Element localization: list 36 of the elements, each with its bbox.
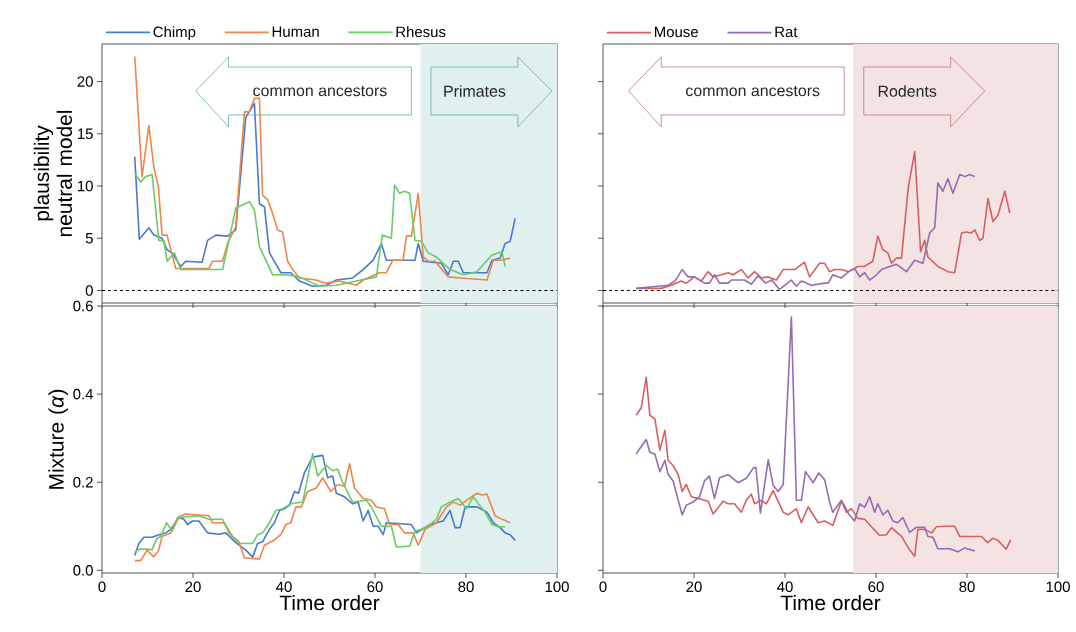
y-tick-label: 10 <box>78 180 93 192</box>
annotation: common ancestors <box>253 85 387 97</box>
x-tick-label: 100 <box>1046 581 1070 593</box>
x-tick-label: 80 <box>458 581 474 593</box>
line-series <box>133 172 506 288</box>
x-tick-label: 60 <box>868 581 884 593</box>
legend-label: Rat <box>775 26 798 38</box>
x-tick-label: 40 <box>276 581 292 593</box>
y-tick-label: 20 <box>77 76 93 87</box>
x-tick-label: 20 <box>686 581 702 593</box>
legend-label: Chimp <box>153 26 196 41</box>
x-tick-label: 20 <box>185 581 201 593</box>
y-axis-title: Mixture (α) <box>48 389 68 489</box>
y-tick-label: 0.6 <box>73 300 93 312</box>
y-tick-label: 0.0 <box>73 565 93 576</box>
x-tick-label: 0 <box>98 581 106 593</box>
y-tick-label: 5 <box>85 233 93 244</box>
x-tick-label: 100 <box>545 581 569 593</box>
y-tick-label: 15 <box>78 128 93 140</box>
line-series <box>133 102 516 288</box>
y-axis-title: plausibility neutral model <box>33 110 73 237</box>
y-tick-label: 0.2 <box>73 476 93 488</box>
x-tick-label: 60 <box>367 581 383 593</box>
x-axis-title: Time order <box>780 594 881 611</box>
legend-label: Rhesus <box>396 26 446 38</box>
x-axis-title: Time order <box>279 594 380 611</box>
x-tick-label: 40 <box>777 581 793 593</box>
y-tick-label: 0.4 <box>73 388 94 400</box>
legend-label: Mouse <box>655 26 698 38</box>
legend-label: Human <box>272 26 319 37</box>
annotation: Primates <box>444 85 506 97</box>
annotation: Rodents <box>878 85 937 97</box>
annotation: common ancestors <box>686 85 820 97</box>
y-tick-label: 0 <box>85 285 93 296</box>
x-tick-label: 80 <box>959 581 975 593</box>
x-tick-label: 0 <box>599 581 607 593</box>
